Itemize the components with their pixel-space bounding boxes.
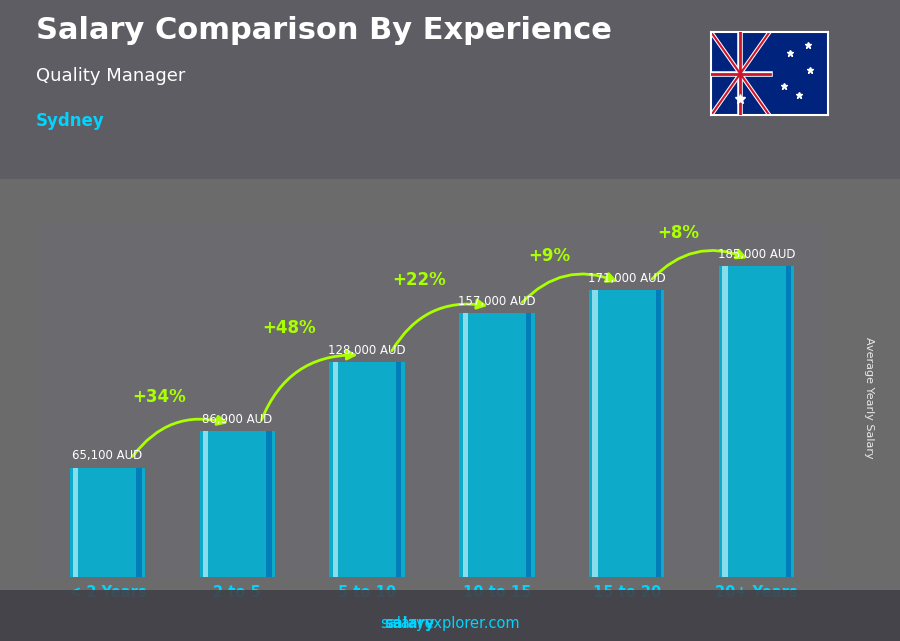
Text: Average Yearly Salary: Average Yearly Salary	[863, 337, 874, 458]
Bar	[137, 468, 141, 577]
Text: Sydney: Sydney	[36, 112, 104, 130]
Text: 157,000 AUD: 157,000 AUD	[458, 295, 536, 308]
Text: 171,000 AUD: 171,000 AUD	[588, 272, 666, 285]
Text: +9%: +9%	[527, 247, 570, 265]
Text: +22%: +22%	[392, 271, 446, 288]
Bar	[723, 266, 727, 577]
Bar	[656, 290, 661, 577]
Text: Salary Comparison By Experience: Salary Comparison By Experience	[36, 16, 612, 45]
Bar	[590, 290, 664, 577]
Bar	[200, 431, 274, 577]
Bar	[526, 313, 531, 577]
Text: +8%: +8%	[658, 224, 699, 242]
Bar	[719, 266, 794, 577]
Bar	[266, 431, 272, 577]
Bar	[592, 290, 598, 577]
Bar	[333, 362, 338, 577]
Text: 185,000 AUD: 185,000 AUD	[718, 248, 796, 261]
Bar	[786, 266, 791, 577]
Bar	[73, 468, 78, 577]
Text: 128,000 AUD: 128,000 AUD	[328, 344, 406, 357]
Text: salaryexplorer.com: salaryexplorer.com	[380, 617, 520, 631]
Bar	[396, 362, 401, 577]
Bar	[463, 313, 468, 577]
Text: salary: salary	[384, 617, 435, 631]
Text: +48%: +48%	[263, 319, 316, 337]
Bar	[203, 431, 208, 577]
Text: 86,900 AUD: 86,900 AUD	[202, 413, 273, 426]
Bar	[329, 362, 405, 577]
Text: 65,100 AUD: 65,100 AUD	[72, 449, 142, 462]
Bar	[70, 468, 145, 577]
Text: +34%: +34%	[132, 388, 186, 406]
Text: Quality Manager: Quality Manager	[36, 67, 185, 85]
Bar	[459, 313, 535, 577]
